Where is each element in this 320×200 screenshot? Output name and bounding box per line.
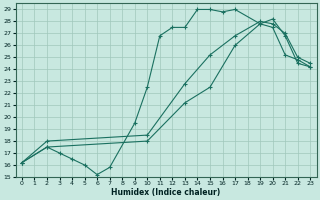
X-axis label: Humidex (Indice chaleur): Humidex (Indice chaleur) xyxy=(111,188,221,197)
